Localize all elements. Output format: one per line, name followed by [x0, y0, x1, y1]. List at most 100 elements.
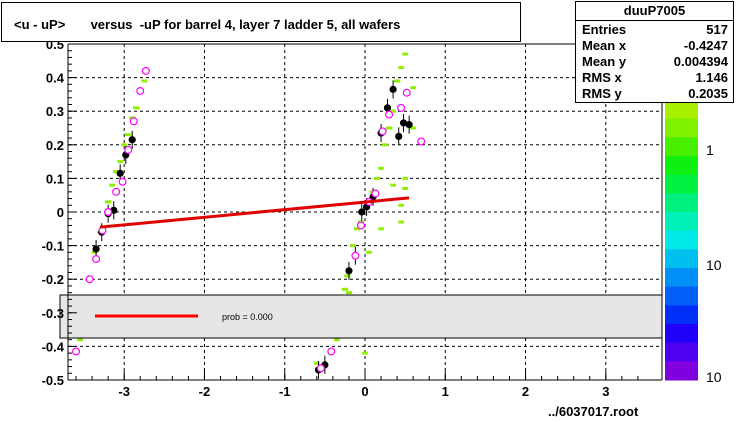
open-marker	[356, 221, 365, 230]
heat-cell	[374, 176, 380, 180]
palette-cell	[665, 268, 698, 288]
heat-cell	[117, 160, 123, 164]
stat-row-rms-x: RMS x 1.146	[582, 70, 728, 86]
plot-title: <u - uP> versus -uP for barrel 4, layer …	[14, 17, 401, 32]
heat-cell	[362, 351, 368, 355]
heat-cell	[402, 52, 408, 56]
palette-cell	[665, 324, 698, 344]
open-marker	[136, 87, 145, 96]
palette-label: 10	[706, 369, 722, 385]
fit-legend: prob = 0.000	[59, 294, 663, 339]
heat-cell	[112, 170, 120, 174]
stat-value: -0.4247	[683, 38, 728, 53]
open-marker	[385, 110, 394, 119]
filled-marker	[395, 132, 403, 140]
x-tick-label: 2	[522, 384, 529, 399]
x-tick-label: 3	[602, 384, 609, 399]
heat-cell	[398, 66, 404, 70]
stat-value: 1.146	[695, 70, 728, 85]
open-marker	[402, 88, 411, 97]
open-marker	[417, 137, 426, 146]
heat-cell	[378, 166, 384, 170]
palette-cell	[665, 305, 698, 325]
open-marker	[371, 189, 380, 198]
stat-row-mean-x: Mean x -0.4247	[582, 38, 728, 54]
plot-title-box: <u - uP> versus -uP for barrel 4, layer …	[1, 2, 521, 42]
heat-cell	[141, 79, 148, 83]
legend-label: prob = 0.000	[222, 312, 273, 322]
stat-label: Mean x	[582, 38, 627, 53]
stat-value: 0.2035	[688, 86, 728, 101]
open-marker	[327, 347, 336, 356]
palette-label: 1	[706, 142, 714, 158]
open-marker	[112, 187, 121, 196]
palette-cell	[665, 100, 698, 120]
heat-cell	[402, 186, 408, 190]
heat-cell	[410, 86, 416, 90]
filled-marker	[92, 245, 100, 253]
stats-box: duuP7005 Entries 517 Mean x -0.4247 Mean…	[575, 1, 734, 103]
stat-value: 0.004394	[673, 54, 728, 69]
stat-label: RMS y	[582, 86, 622, 101]
heat-cell	[354, 227, 360, 231]
heat-cell	[121, 143, 127, 147]
x-tick-label: 1	[442, 384, 449, 399]
heat-cell	[402, 176, 408, 180]
stat-label: RMS x	[582, 70, 622, 85]
open-marker	[118, 177, 127, 186]
heat-cell	[410, 126, 416, 130]
stat-label: Entries	[582, 22, 627, 37]
y-tick-label: 0.3	[46, 104, 64, 119]
heat-cell	[398, 203, 404, 207]
palette-label: 10	[706, 257, 722, 273]
open-marker	[316, 364, 325, 373]
filled-marker	[383, 104, 392, 112]
heat-cell	[350, 244, 356, 248]
y-tick-label: -0.1	[42, 239, 64, 254]
filled-marker	[405, 121, 413, 129]
palette-cell	[665, 156, 698, 176]
heat-cell	[378, 227, 384, 231]
heat-cell	[109, 183, 115, 187]
heat-cell	[393, 79, 401, 83]
heat-cell	[390, 183, 396, 187]
y-tick-label: 0.4	[46, 71, 65, 86]
heat-cell	[91, 250, 98, 254]
palette-cell	[665, 249, 698, 269]
filled-marker	[399, 119, 408, 127]
y-tick-label: 0	[57, 205, 64, 220]
palette-cell	[665, 230, 698, 250]
heat-cell	[345, 291, 353, 295]
open-marker	[104, 208, 113, 217]
filled-marker	[116, 169, 124, 177]
stat-value: 517	[706, 22, 728, 37]
y-tick-label: 0.2	[46, 138, 64, 153]
y-tick-label: -0.4	[42, 339, 65, 354]
y-tick-label: -0.2	[42, 272, 64, 287]
open-marker	[92, 255, 101, 264]
heat-cell	[398, 220, 404, 224]
profile-markers	[72, 66, 426, 379]
heat-cell	[77, 338, 83, 342]
palette-cell	[665, 193, 698, 213]
palette-cell	[665, 118, 698, 138]
y-tick-label: 0.1	[46, 171, 64, 186]
heat-cell	[385, 126, 393, 130]
x-tick-label: -2	[199, 384, 211, 399]
open-marker	[129, 117, 138, 126]
stats-title: duuP7005	[576, 2, 733, 21]
heat-cell	[133, 106, 140, 110]
filled-marker	[358, 208, 366, 216]
y-tick-label: -0.5	[42, 373, 64, 388]
fit-line	[99, 196, 410, 229]
heat-cell	[124, 133, 132, 137]
open-marker	[351, 251, 360, 260]
heat-cell	[366, 250, 372, 254]
heat-cell	[314, 361, 320, 365]
open-marker	[72, 347, 81, 356]
palette-cell	[665, 174, 698, 194]
open-marker	[85, 275, 94, 284]
x-tick-label: -3	[118, 384, 130, 399]
heat-cell	[381, 143, 389, 147]
open-marker	[141, 66, 150, 75]
